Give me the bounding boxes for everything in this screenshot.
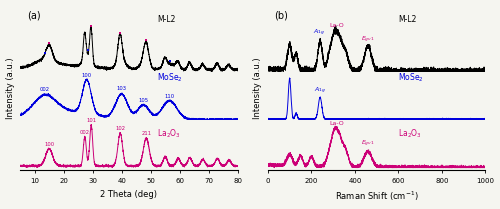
- X-axis label: 2 Theta (deg): 2 Theta (deg): [100, 190, 158, 199]
- Text: (b): (b): [274, 10, 288, 20]
- Text: 105: 105: [138, 98, 148, 103]
- Text: 100: 100: [44, 142, 54, 147]
- Text: 103: 103: [116, 86, 126, 91]
- Text: La-O: La-O: [329, 23, 344, 28]
- Text: MoSe$_2$: MoSe$_2$: [398, 71, 424, 84]
- Text: $A_{1g}$: $A_{1g}$: [313, 28, 325, 38]
- Text: $E_{g v1}$: $E_{g v1}$: [361, 139, 375, 149]
- Text: 100: 100: [82, 73, 92, 78]
- Text: M-L2: M-L2: [398, 15, 417, 24]
- Text: La$_2$O$_3$: La$_2$O$_3$: [157, 127, 181, 140]
- Text: La$_2$O$_3$: La$_2$O$_3$: [398, 127, 422, 140]
- Text: 110: 110: [164, 94, 174, 99]
- Text: 211: 211: [141, 131, 152, 136]
- X-axis label: Raman Shift (cm$^{-1}$): Raman Shift (cm$^{-1}$): [335, 190, 418, 203]
- Text: (a): (a): [26, 10, 40, 20]
- Y-axis label: Intensity (a.u.): Intensity (a.u.): [254, 57, 262, 119]
- Text: $A_{1g}$: $A_{1g}$: [314, 85, 326, 96]
- Text: 002: 002: [40, 88, 50, 93]
- Text: M-L2: M-L2: [157, 15, 176, 24]
- Text: 101: 101: [86, 117, 97, 122]
- Y-axis label: Intensity (a.u.): Intensity (a.u.): [6, 57, 15, 119]
- Text: MoSe$_2$: MoSe$_2$: [157, 71, 183, 84]
- Text: 102: 102: [115, 126, 126, 131]
- Text: $E_{g v1}$: $E_{g v1}$: [361, 34, 375, 45]
- Text: 002: 002: [80, 130, 90, 135]
- Text: La-O: La-O: [329, 121, 344, 126]
